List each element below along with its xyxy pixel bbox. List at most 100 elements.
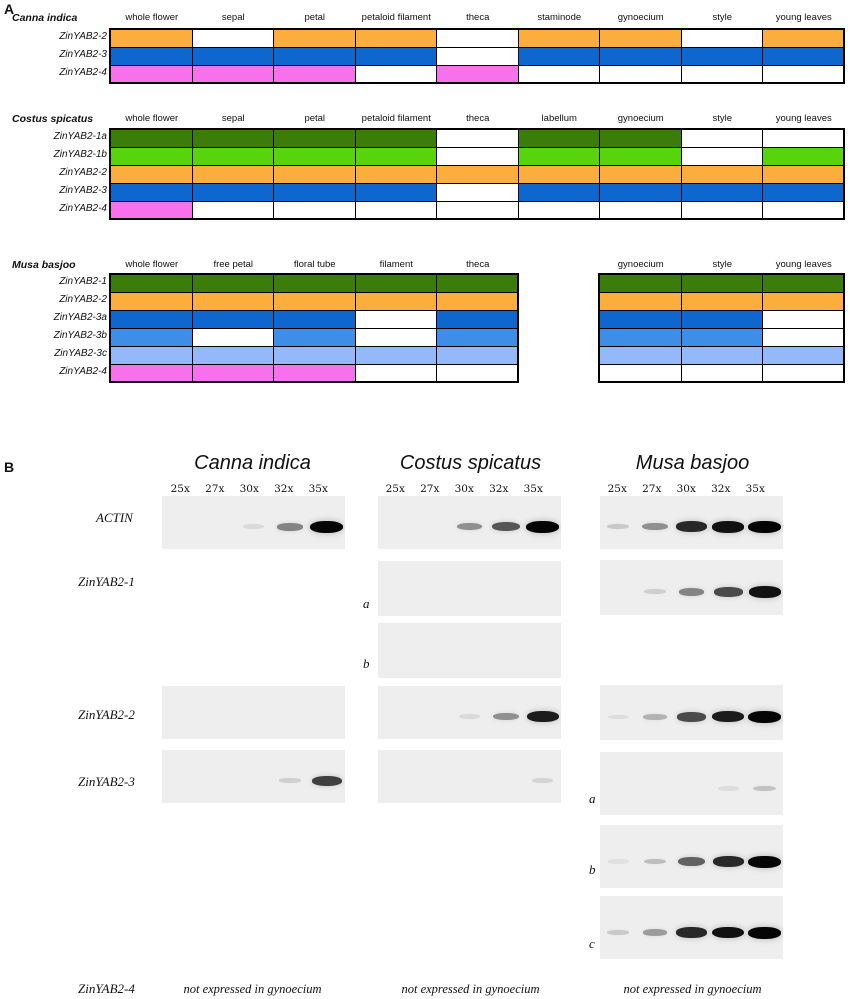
table-1-gene-label: ZinYAB2-4 <box>59 67 107 78</box>
cycle-label: 30x <box>454 483 474 495</box>
table-1-cell <box>111 30 193 48</box>
table-3-cell <box>355 311 437 329</box>
gel-musa-yab2-1 <box>600 560 783 615</box>
gel-band <box>748 520 782 533</box>
table-1-cell <box>518 48 600 66</box>
table-2-cell <box>681 166 763 184</box>
table-2-cell <box>192 202 274 218</box>
table-1-gene-label: ZinYAB2-3 <box>59 49 107 60</box>
table-3-cell <box>437 329 517 347</box>
gel-band <box>675 927 707 938</box>
table-1-cell <box>681 30 763 48</box>
gel-band <box>493 713 519 721</box>
table-2-cell <box>437 202 519 218</box>
panel-b-letter: B <box>4 459 15 475</box>
table-2-column-header: labellum <box>541 113 577 124</box>
table-2-cell <box>681 130 763 148</box>
table-2-column-header: petaloid filament <box>361 113 431 124</box>
table-2-column-header: sepal <box>221 113 245 124</box>
table-1-cell <box>192 48 274 66</box>
table-2-cell <box>763 202 843 218</box>
gene-yab2-3-label: ZinYAB2-3 <box>78 774 135 789</box>
costus-sublabel-b: b <box>363 656 370 671</box>
gel-canna-actin <box>162 496 345 549</box>
table-3-cell <box>111 275 193 293</box>
gel-costus-yab2-3 <box>378 750 561 803</box>
table-1-cell <box>355 66 437 82</box>
table-2-cell <box>437 130 519 148</box>
table-2-cell <box>274 166 356 184</box>
table-2-cell <box>274 184 356 202</box>
gel-band <box>753 785 776 792</box>
table-2-cell <box>600 202 682 218</box>
gel-band <box>712 856 744 867</box>
gene-actin-label: ACTIN <box>96 510 133 525</box>
gel-band <box>748 855 782 868</box>
table-3-cell <box>192 347 274 365</box>
gel-band <box>711 520 745 533</box>
musa-sublabel-b: b <box>589 862 596 877</box>
gel-band <box>644 589 666 595</box>
table-1-cell <box>437 30 519 48</box>
cycle-label: 32x <box>711 483 731 495</box>
table-2-cell <box>681 202 763 218</box>
gel-band <box>678 588 705 596</box>
gel-band <box>458 714 481 720</box>
table-3-gene-label: ZinYAB2-1 <box>59 276 107 287</box>
table-3-cell <box>274 347 356 365</box>
cycle-label: 25x <box>170 483 190 495</box>
gel-musa-yab2-3b <box>600 825 783 888</box>
table-3-right-cell <box>681 365 763 381</box>
gel-band <box>456 523 483 531</box>
table-3-cell <box>355 347 437 365</box>
table-2-cell <box>355 130 437 148</box>
table-2-cell <box>111 184 193 202</box>
table-2-cell <box>437 148 519 166</box>
gel-band <box>748 926 782 939</box>
table-3-gene-label: ZinYAB2-3c <box>54 348 107 359</box>
table-3-column-header: theca <box>466 259 490 270</box>
table-3-cell <box>192 365 274 381</box>
table-1-cell <box>274 48 356 66</box>
gel-band <box>526 520 560 533</box>
table-3-column-header: free petal <box>213 259 254 270</box>
cycle-label: 35x <box>745 483 765 495</box>
table-1-column-header: whole flower <box>125 12 179 23</box>
table-2-cell <box>763 184 843 202</box>
table-2-cell <box>600 130 682 148</box>
costus-not-expressed: not expressed in gynoecium <box>401 982 540 996</box>
table-2-cell <box>600 184 682 202</box>
table-1-cell <box>763 66 843 82</box>
canna-not-expressed: not expressed in gynoecium <box>183 982 322 996</box>
gel-band <box>642 929 668 936</box>
table-2-column-header: gynoecium <box>617 113 664 124</box>
table-1-cell <box>355 30 437 48</box>
table-3-cell <box>192 311 274 329</box>
table-2-cell <box>274 148 356 166</box>
table-1-cell <box>600 48 682 66</box>
table-2-grid <box>109 128 845 220</box>
table-2-column-header: petal <box>304 113 326 124</box>
table-3-gene-label: ZinYAB2-2 <box>59 294 107 305</box>
table-3-column-header: filament <box>379 259 413 270</box>
gel-band <box>643 713 667 720</box>
gel-musa-yab2-3c <box>600 896 783 959</box>
table-2-gene-label: ZinYAB2-3 <box>59 185 107 196</box>
table-3-right-cell <box>681 311 763 329</box>
table-1-cell <box>111 48 193 66</box>
table-3-cell <box>192 329 274 347</box>
table-2-cell <box>192 166 274 184</box>
table-3-cell <box>111 365 193 381</box>
gel-canna-yab2-3 <box>162 750 345 803</box>
gel-band <box>676 712 707 722</box>
table-2-cell <box>192 184 274 202</box>
cycle-label: 25x <box>607 483 627 495</box>
table-1-gene-label: ZinYAB2-2 <box>59 31 107 42</box>
table-2-cell <box>437 184 519 202</box>
table-1-cell <box>355 48 437 66</box>
musa-sublabel-a: a <box>589 791 596 806</box>
table-2-cell <box>355 148 437 166</box>
table-3-cell <box>437 293 517 311</box>
table-3-right-cell <box>681 347 763 365</box>
table-3-cell <box>192 275 274 293</box>
